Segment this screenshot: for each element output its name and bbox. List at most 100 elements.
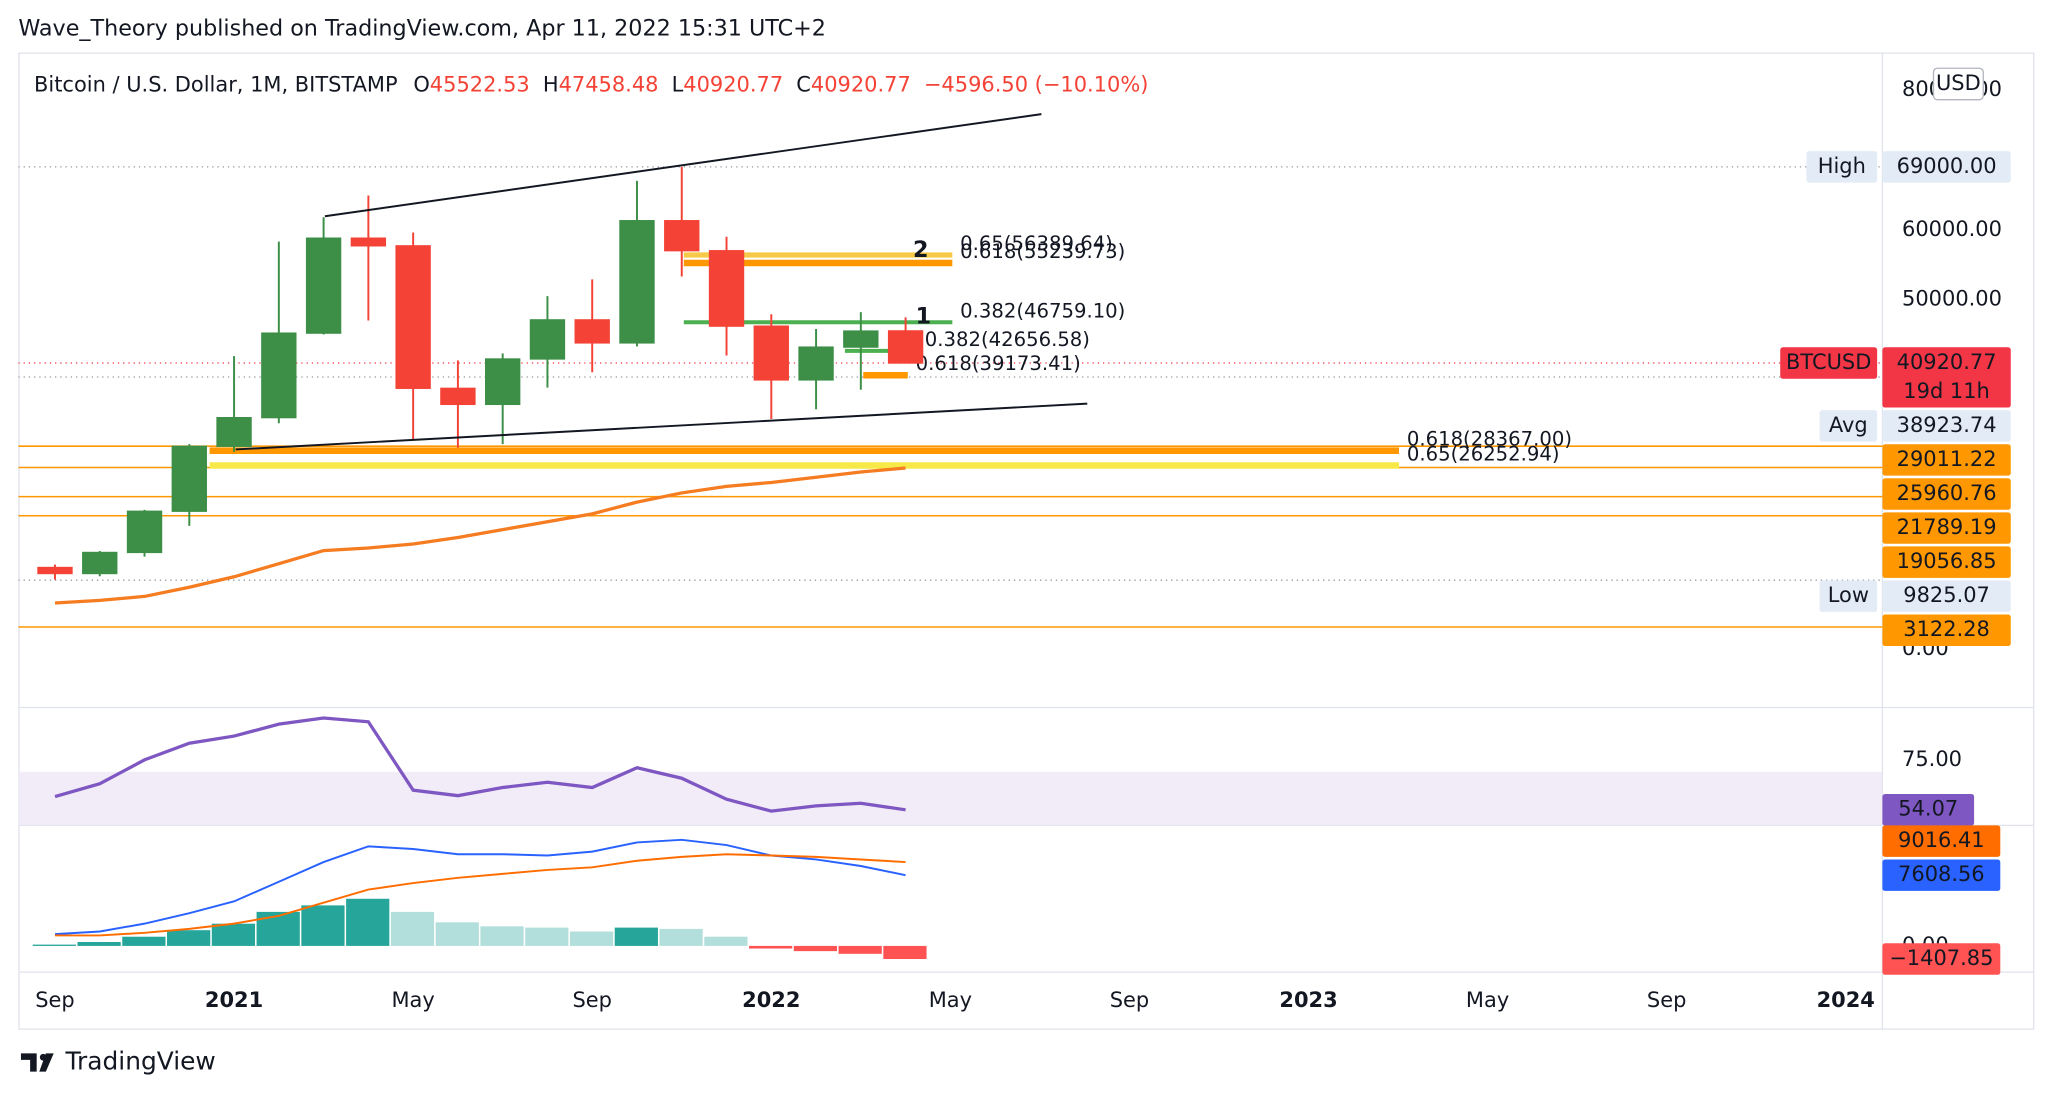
macd-histogram-bar [390,911,435,946]
macd-last-label-box [1882,859,2001,891]
x-tick-label: Sep [1110,988,1149,1012]
currency-label: USD [1936,71,1981,95]
price-tag: Low [1828,583,1869,607]
fib-label: 0.382(42656.58) [925,328,1090,351]
histogram-last-label: −1407.85 [1889,946,1993,970]
legend-key: O [413,72,429,96]
legend-key: L [672,72,684,96]
legend-value: 40920.77 [683,72,783,96]
macd-histogram-bar [838,945,882,954]
price-label-box [1882,580,2011,612]
channel-bottom [235,402,1088,451]
signal-line [55,853,906,937]
legend-value: 45522.53 [430,72,530,96]
macd-histogram-bar [614,927,658,946]
candle-body [484,358,521,406]
macd-histogram-bar [704,936,748,946]
candle-body [708,250,745,327]
macd-histogram-bar [659,928,703,946]
signal-last-label-box [1882,825,2001,857]
macd-histogram-bar [211,923,256,946]
x-tick-label: Sep [1647,988,1686,1012]
legend-key: C [796,72,811,96]
fib-label: 0.618(55239.73) [960,240,1125,263]
macd-histogram-bar [301,905,345,946]
price-label: 21789.19 [1897,515,1997,539]
macd-histogram-bar [256,911,300,946]
signal-last-label: 9016.41 [1898,828,1985,852]
x-tick-label: May [1466,988,1509,1012]
price-label: 40920.77 [1897,350,1997,374]
histogram-last-label-box [1882,943,2001,975]
candle-body [261,332,297,419]
footer-brand: TradingView [64,1046,215,1075]
rsi-line [54,716,906,813]
price-label-box [1882,512,2011,544]
wave-label: 1 [916,304,931,330]
rsi-tick-label: 75.00 [1902,747,1962,771]
candle-body [529,319,566,360]
macd-histogram-bar [525,927,569,946]
macd-histogram-bar [346,898,390,946]
legend-change: −4596.50 (−10.10%) [924,72,1149,96]
rsi-last-label: 54.07 [1898,797,1958,821]
candle-body [171,445,207,512]
candle-body [305,237,342,334]
rsi-last-box [1882,794,1975,826]
rsi-band [18,771,1883,826]
legend-key: H [543,72,559,96]
price-tag-box [1819,410,1878,442]
macd-histogram-bar [435,922,479,946]
x-tick-label: Sep [35,988,74,1012]
symbol-title: Bitcoin / U.S. Dollar, 1M, BITSTAMP [34,72,398,96]
candle-body [440,387,476,406]
price-tag-box [1819,580,1878,612]
fib-label: 0.382(46759.10) [960,299,1125,322]
fib-label: 0.618(39173.41) [916,352,1081,375]
price-label: 19056.85 [1897,549,1997,573]
macd-histogram-bar [167,930,211,946]
rsi-pane [18,716,1883,826]
macd-pane [32,838,927,960]
candle-body [126,510,163,554]
legend-value: 40920.77 [811,72,911,96]
price-tag: BTCUSD [1786,350,1871,374]
macd-histogram-bar [480,926,524,946]
macd-histogram-bar [883,945,927,960]
logo-dot [39,1053,47,1061]
x-tick-label: 2022 [742,988,800,1012]
price-label-box [1882,546,2011,578]
price-label-box [1882,444,2011,476]
x-tick-label: May [391,988,434,1012]
countdown-label: 19d 11h [1903,379,1990,403]
candle-body [82,551,118,575]
candle-body [350,237,387,247]
y-tick-label: 50000.00 [1902,287,2002,311]
price-label-box [1882,347,2011,408]
price-label-box [1882,410,2011,442]
moving-average [54,466,906,605]
candle-body [843,330,879,348]
chart-frame [18,52,2035,1030]
macd-histogram-bar [569,931,614,946]
price-label-box [1882,478,2011,510]
axes-labels: Sep 2021 May Sep 2022 May Sep 2023 May Sep 20240.0… [34,67,2011,1012]
y-tick-label: 60000.00 [1902,217,2002,241]
price-label: 25960.76 [1897,481,1997,505]
price-tag: Avg [1829,413,1868,437]
macd-histogram-bar [793,945,838,952]
price-label-box [1882,614,2011,646]
candle-body [574,319,610,344]
fib-label: 0.65(56389.64) [960,232,1113,255]
wave-label: 2 [913,237,928,263]
ohlc-legend: Bitcoin / U.S. Dollar, 1M, BITSTAMP O4552… [34,72,1148,96]
price-label: 38923.74 [1897,413,1997,437]
price-label: 9825.07 [1903,583,1990,607]
channel-top [324,113,1042,218]
price-label-box [1882,151,2011,183]
price-label: 3122.28 [1903,617,1990,641]
candle-body [798,346,834,381]
price-tag-box [1780,347,1878,379]
macd-line [54,838,906,936]
